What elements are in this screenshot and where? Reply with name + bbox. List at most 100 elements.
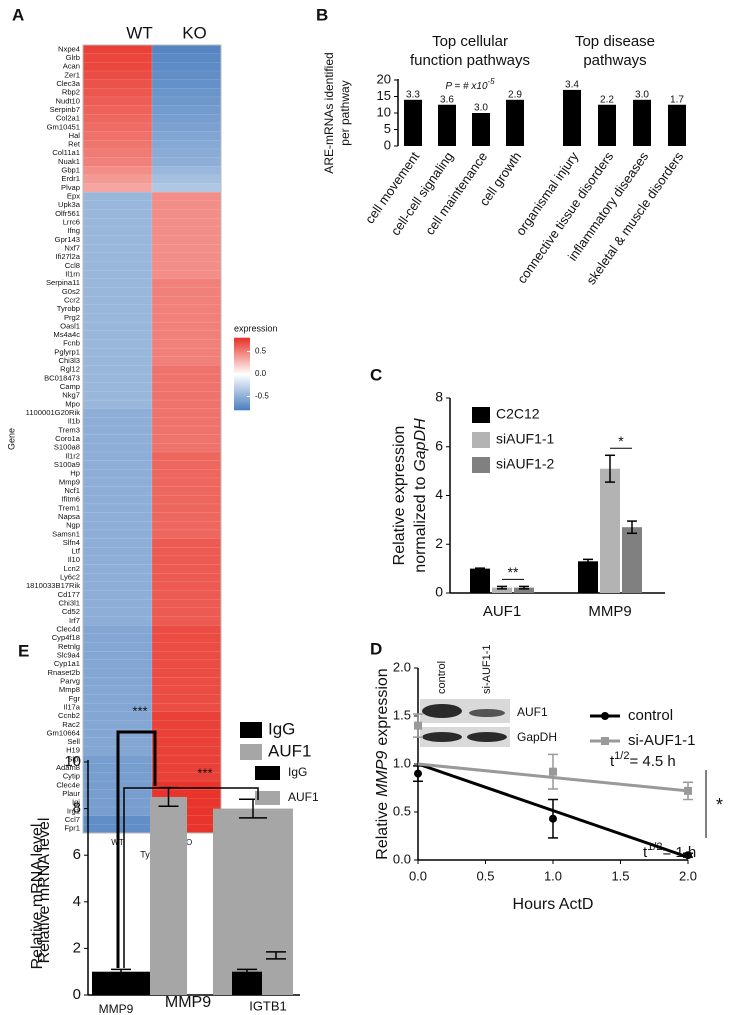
- colorbar-step: [234, 394, 250, 396]
- heatmap-cell: [82, 529, 153, 540]
- panel-label: E: [18, 641, 29, 660]
- bar: [92, 971, 150, 995]
- colorbar-step: [234, 379, 250, 382]
- heatmap-cell: [82, 79, 153, 89]
- gene-label: Ncf1: [64, 486, 80, 495]
- heatmap-cell: [151, 183, 222, 193]
- significance-label: *: [716, 795, 723, 815]
- y-tick-label: 20: [377, 71, 391, 86]
- gene-label: Tyrobp: [57, 304, 80, 313]
- heatmap-cell: [151, 88, 222, 98]
- heatmap-cell: [151, 573, 222, 583]
- y-tick-label: 6: [435, 437, 443, 453]
- gene-label: Ccl8: [65, 261, 80, 270]
- gene-label: Il17a: [64, 702, 81, 711]
- heatmap-cell: [151, 685, 222, 695]
- heatmap-cell: [82, 321, 153, 332]
- colorbar-step: [234, 341, 250, 344]
- gene-label: Samsn1: [52, 529, 80, 538]
- heatmap-cell: [151, 226, 222, 236]
- heatmap-cell: [151, 737, 222, 747]
- heatmap-cell: [82, 581, 153, 591]
- gene-label: Ifi27l2a: [56, 252, 81, 261]
- heatmap-cell: [82, 365, 153, 375]
- gene-label: Fgr: [69, 694, 81, 703]
- legend-label: AUF1: [288, 790, 319, 804]
- heatmap-cell: [151, 711, 222, 721]
- heatmap-cell: [82, 443, 153, 453]
- legend-label: IgG: [288, 765, 307, 779]
- marker: [414, 769, 422, 778]
- half-life-part: t: [643, 844, 648, 861]
- colorbar-step: [234, 397, 250, 400]
- half-life-part: = 4.5 h: [629, 753, 675, 770]
- half-life-annotation: t1/2= 4.5 h: [610, 750, 676, 770]
- half-life-part: 1/2: [614, 750, 629, 762]
- heatmap-cell: [151, 252, 222, 262]
- heatmap-cell: [151, 443, 222, 453]
- heatmap-cell: [82, 521, 153, 531]
- colorbar-step: [234, 382, 250, 384]
- bar-annotation: 3.0: [635, 89, 649, 100]
- bar-annotation: 3.0: [474, 103, 488, 114]
- gene-label: Upk3a: [58, 200, 81, 209]
- gene-label: Plvap: [61, 183, 80, 192]
- colorbar-step: [234, 383, 250, 386]
- gene-label: Mpo: [65, 399, 80, 408]
- heatmap-cell: [151, 633, 222, 643]
- bar-annotation: 3.4: [565, 80, 579, 91]
- group-title: function pathways: [410, 52, 530, 69]
- legend-swatch: [472, 457, 490, 473]
- gene-label: Fcnb: [63, 339, 80, 348]
- heatmap-cell: [82, 114, 153, 124]
- bar: [622, 527, 642, 593]
- heatmap-cell: [82, 599, 153, 609]
- heatmap-cell: [82, 512, 153, 522]
- colorbar-step: [234, 346, 250, 348]
- group-title: Top cellular: [432, 33, 508, 50]
- colorbar-step: [234, 407, 250, 410]
- gene-label: Hal: [69, 131, 81, 140]
- heatmap-cell: [151, 391, 222, 401]
- gene-label: Chi3l3: [58, 356, 80, 365]
- heatmap-cell: [151, 79, 222, 89]
- y-axis-label: per pathway: [338, 80, 352, 145]
- half-life-part: 1/2: [647, 841, 662, 853]
- gene-label: Epx: [67, 192, 80, 201]
- colorbar-step: [234, 367, 250, 370]
- heatmap-cell: [82, 166, 153, 176]
- gene-label: Ccl7: [65, 815, 80, 824]
- blot-band-label: GapDH: [517, 730, 557, 744]
- heatmap-cell: [151, 373, 222, 384]
- heatmap-cell: [82, 244, 153, 254]
- heatmap-cell: [151, 356, 222, 366]
- heatmap-cell: [82, 313, 153, 323]
- heatmap-cell: [82, 477, 153, 488]
- heatmap-cell: [82, 425, 153, 436]
- colorbar-step: [234, 349, 250, 352]
- bar: [578, 561, 598, 593]
- half-life-part: t: [610, 753, 615, 770]
- y-axis-label: Relative expression: [391, 426, 408, 566]
- panel-label: D: [370, 639, 382, 658]
- heatmap-cell: [82, 226, 153, 236]
- colorbar-step: [234, 408, 250, 411]
- gene-label: Ifitm6: [61, 495, 80, 504]
- heatmap-cell: [82, 720, 153, 730]
- heatmap-cell: [82, 96, 153, 107]
- heatmap-cell: [151, 607, 222, 617]
- colorbar-tick-label: 0.0: [255, 369, 267, 378]
- gene-label: Plaur: [62, 789, 80, 798]
- gene-label: Rnaset2b: [47, 668, 80, 677]
- colorbar-step: [234, 355, 250, 358]
- y-axis-label-part: expression: [374, 668, 391, 745]
- colorbar-step: [234, 338, 250, 341]
- heatmap-cell: [151, 581, 222, 591]
- heatmap-cell: [82, 209, 153, 219]
- colorbar-step: [234, 362, 250, 365]
- y-tick-label: 0.5: [393, 803, 411, 818]
- gene-label: Fpr1: [64, 824, 80, 833]
- gene-label: Il1r2: [65, 451, 80, 460]
- gene-label: Lcn2: [64, 564, 80, 573]
- gene-label: Irg1: [67, 806, 80, 815]
